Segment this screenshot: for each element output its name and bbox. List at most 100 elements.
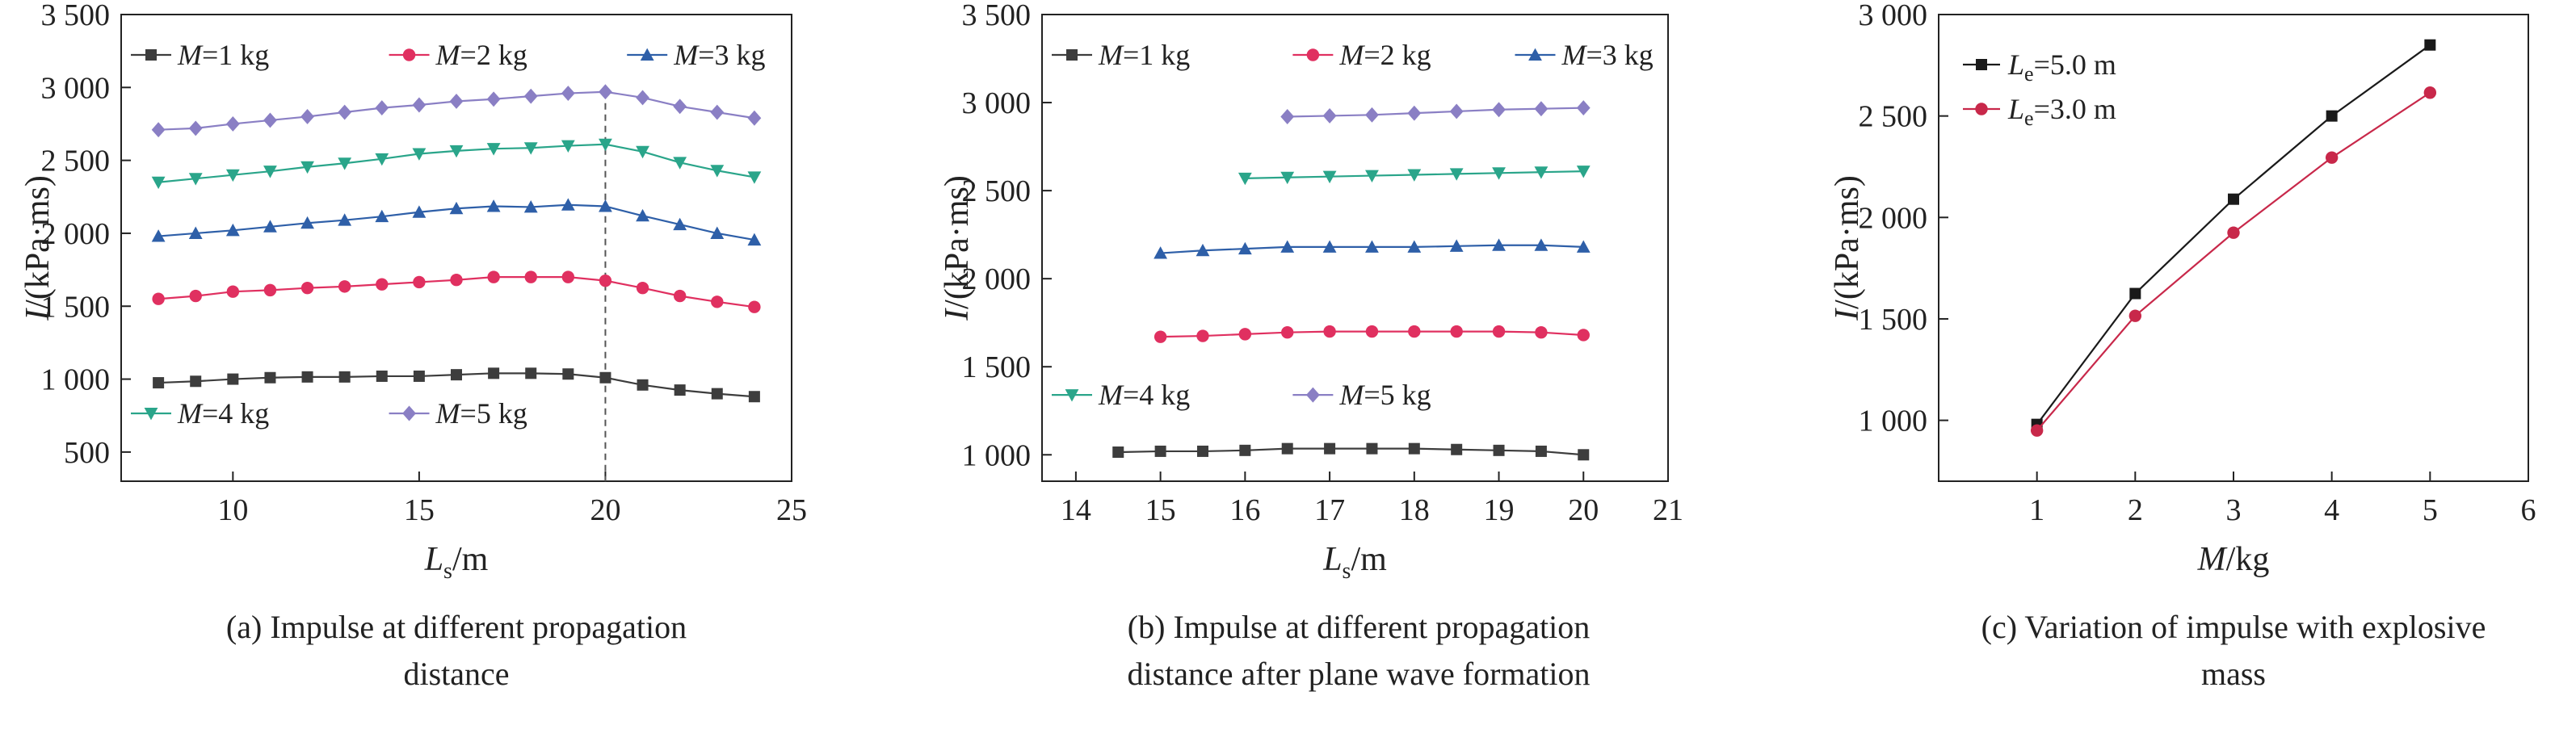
y-tick-label: 2 500 [1859, 100, 1928, 134]
x-tick-label: 21 [1653, 493, 1683, 527]
data-point [710, 104, 725, 120]
data-point [1492, 238, 1506, 251]
data-point [1365, 240, 1379, 253]
data-point [2228, 193, 2239, 205]
data-point [412, 97, 427, 113]
data-point [301, 371, 313, 383]
data-point [1492, 167, 1506, 180]
series-line [1287, 107, 1584, 118]
data-point [151, 229, 166, 242]
data-point [1408, 325, 1421, 338]
legend-marker [1065, 389, 1079, 402]
y-tick-label: 2 000 [41, 217, 111, 251]
x-tick-label: 6 [2521, 493, 2536, 527]
series-3 [1154, 238, 1591, 259]
data-point [561, 140, 575, 153]
data-point [1492, 102, 1506, 118]
series-3 [151, 198, 762, 246]
legend-label: M=3 kg [1561, 39, 1654, 71]
legend-label: M=1 kg [1098, 39, 1190, 71]
x-tick-label: 15 [404, 493, 435, 527]
data-point [225, 223, 240, 237]
data-point [375, 100, 389, 116]
series-5 [1280, 100, 1591, 124]
y-tick-label: 3 000 [962, 86, 1032, 120]
y-tick-label: 3 000 [1859, 0, 1928, 32]
y-axis-label: I/(kPa·ms) [19, 175, 57, 321]
data-point [1408, 442, 1420, 455]
data-point [636, 145, 649, 159]
data-point [1534, 101, 1549, 117]
data-point [525, 367, 537, 379]
data-point [151, 176, 166, 190]
data-point [1323, 325, 1336, 338]
data-point [2325, 151, 2339, 164]
data-point [561, 270, 575, 283]
data-point [412, 148, 427, 161]
data-point [338, 280, 351, 293]
data-point [153, 377, 165, 389]
x-tick-label: 3 [2226, 493, 2242, 527]
data-point [486, 199, 501, 212]
data-point [1534, 238, 1549, 251]
data-point [1576, 100, 1591, 116]
data-point [264, 371, 276, 384]
legend-marker [402, 48, 416, 61]
data-point [375, 209, 389, 223]
legend-marker [1976, 59, 1987, 70]
chart-panel-c: 1 2 3 4 5 6 1 000 1 500 2 000 2 500 3 000 M/kg I/(kP… [1829, 0, 2536, 692]
y-tick-label: 3 500 [41, 0, 111, 32]
y-axis-label: I/(kPa·ms) [1829, 175, 1866, 321]
data-point [451, 369, 462, 381]
legend-marker [144, 408, 158, 421]
y-tick-label: 2 000 [1859, 201, 1928, 235]
x-tick-label: 2 [2128, 493, 2143, 527]
caption-line: (c) Variation of impulse with explosive [1981, 609, 2486, 645]
x-tick-label: 10 [217, 493, 248, 527]
data-point [190, 375, 202, 388]
legend-label: Le=3.0 m [2007, 93, 2116, 130]
legend-marker [145, 49, 157, 61]
legend-entry-m3: M=3 kg [627, 39, 766, 71]
data-point [450, 274, 463, 287]
data-point [188, 120, 203, 136]
data-point [748, 300, 761, 313]
legend-entry-m2: M=2 kg [1292, 39, 1431, 71]
data-point [338, 157, 352, 170]
data-point [1154, 445, 1166, 457]
caption-line: (b) Impulse at different propagation [1128, 609, 1590, 645]
data-point [636, 208, 649, 222]
data-point [1239, 444, 1251, 456]
data-point [1493, 444, 1505, 456]
y-tick-label: 2 500 [41, 145, 111, 178]
data-point [376, 278, 389, 291]
data-point [523, 88, 538, 104]
legend-entry-m2: M=2 kg [389, 39, 527, 71]
data-point [1322, 107, 1337, 124]
plot-frame [120, 14, 792, 482]
data-point [488, 367, 500, 379]
data-point [1154, 330, 1167, 343]
series-4 [1238, 166, 1591, 186]
data-point [1578, 449, 1590, 461]
x-tick-label: 4 [2324, 493, 2339, 527]
data-point [2128, 309, 2142, 322]
data-point [412, 205, 427, 218]
data-point [1365, 170, 1379, 182]
legend-entry-le1: Le=5.0 m [1963, 48, 2116, 86]
data-point [710, 226, 725, 239]
y-tick-label: 1 500 [41, 290, 111, 324]
chart-panel-b: 14 15 16 17 18 19 20 21 1 000 1 500 2 000 2 500 3 00… [939, 0, 1683, 692]
data-point [710, 165, 725, 178]
x-tick-label: 25 [776, 493, 807, 527]
data-point [300, 216, 314, 229]
x-tick-label: 17 [1314, 493, 1345, 527]
series-line [2036, 91, 2431, 431]
y-tick-label: 2 500 [962, 174, 1032, 208]
data-point [188, 226, 203, 239]
data-point [673, 289, 687, 303]
data-point [562, 368, 574, 380]
data-point [1281, 442, 1293, 455]
data-point [1407, 105, 1422, 121]
data-point [300, 161, 314, 174]
